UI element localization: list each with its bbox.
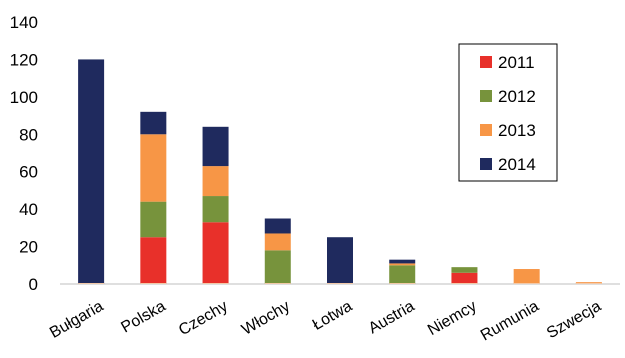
bar-segment (389, 259, 416, 264)
bar-segment (264, 233, 291, 251)
x-tick-label: Austria (366, 298, 418, 338)
legend-label: 2013 (498, 121, 536, 140)
x-tick-label: Niemcy (425, 298, 480, 339)
x-tick-label: Bułgaria (47, 298, 106, 342)
bar-segment (140, 237, 167, 284)
bar-segment (140, 111, 167, 135)
x-axis-labels: Bułgaria Polska Czechy Włochy Łotwa Austria Ni… (47, 298, 604, 345)
y-tick-label: 20 (19, 238, 38, 257)
bar-segment (389, 265, 416, 284)
y-tick-label: 120 (10, 50, 38, 69)
bar-segment (202, 166, 229, 197)
x-tick-label: Rumunia (478, 298, 542, 345)
y-tick-label: 60 (19, 163, 38, 182)
x-tick-label: Polska (118, 298, 168, 337)
y-tick-label: 0 (29, 275, 38, 294)
y-axis-ticks: 0 20 40 60 80 100 120 140 (10, 13, 38, 294)
y-tick-label: 140 (10, 13, 38, 32)
legend-label: 2012 (498, 87, 536, 106)
bar-segment (451, 272, 478, 284)
y-tick-label: 80 (19, 125, 38, 144)
bar-segment (202, 222, 229, 284)
bar-segment (140, 134, 167, 202)
x-tick-label: Szwecja (544, 298, 604, 343)
x-tick-label: Łotwa (310, 298, 356, 334)
bar-segment (451, 267, 478, 273)
bar-segment (264, 218, 291, 234)
bar-segment (327, 237, 353, 284)
bar-segment (389, 263, 416, 266)
x-tick-label: Czechy (176, 298, 231, 339)
legend-label: 2011 (498, 53, 535, 72)
legend: 2011 2012 2013 2014 (458, 43, 558, 182)
bar-segment (140, 201, 167, 238)
bar-segment (513, 269, 540, 284)
legend-swatch (480, 90, 492, 102)
bar-segment (264, 250, 291, 284)
bar-segment (78, 59, 105, 284)
legend-swatch (480, 158, 492, 170)
legend-swatch (480, 124, 492, 136)
y-tick-label: 40 (19, 200, 38, 219)
y-tick-label: 100 (10, 88, 38, 107)
legend-box (458, 43, 558, 182)
bar-segment (202, 126, 229, 167)
bars (78, 59, 602, 284)
bar-segment (202, 196, 229, 223)
x-tick-label: Włochy (239, 298, 293, 339)
legend-swatch (480, 56, 492, 68)
legend-label: 2014 (498, 155, 536, 174)
